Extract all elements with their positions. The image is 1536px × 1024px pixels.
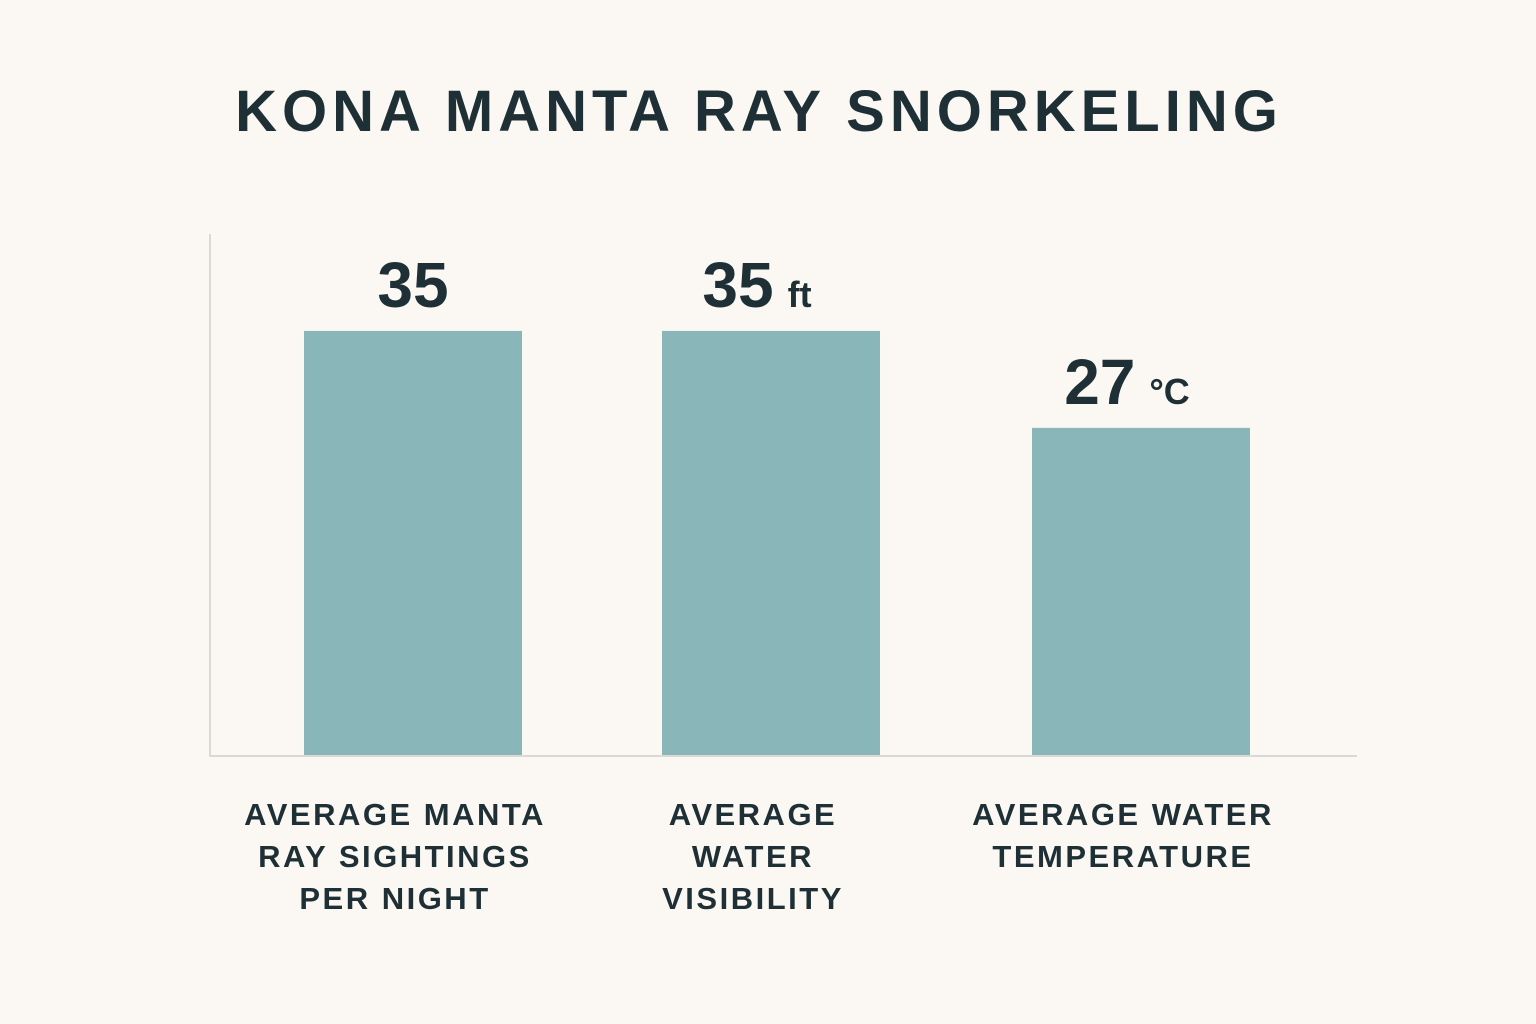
value-unit-2: ft — [788, 274, 812, 315]
category-label-line: WATER — [691, 839, 815, 874]
category-label-line: RAY SIGHTINGS — [258, 839, 532, 874]
value-unit-3: °C — [1149, 371, 1189, 412]
value-labels-group: 35 35 ft 27 °C — [377, 249, 1189, 418]
category-label-line: AVERAGE MANTA — [244, 797, 546, 832]
category-label-2: AVERAGE WATER VISIBILITY — [588, 794, 918, 920]
category-label-line: AVERAGE WATER — [972, 797, 1274, 832]
chart-title: KONA MANTA RAY SNORKELING — [235, 79, 1283, 144]
value-label-3: 27 °C — [1064, 346, 1190, 418]
value-number-2: 35 — [702, 249, 773, 321]
category-label-line: VISIBILITY — [662, 881, 844, 916]
value-number-3: 27 — [1064, 346, 1135, 418]
bar-1 — [304, 330, 522, 755]
category-label-line: TEMPERATURE — [992, 839, 1254, 874]
category-label-3: AVERAGE WATER TEMPERATURE — [958, 794, 1288, 878]
bars-group — [304, 330, 1250, 755]
category-label-line: AVERAGE — [668, 797, 838, 832]
category-label-1: AVERAGE MANTA RAY SIGHTINGS PER NIGHT — [230, 794, 560, 920]
category-label-line: PER NIGHT — [299, 881, 491, 916]
bar-3 — [1032, 427, 1250, 755]
bar-2 — [662, 330, 880, 755]
value-label-1: 35 — [377, 249, 448, 321]
value-label-2: 35 ft — [702, 249, 811, 321]
